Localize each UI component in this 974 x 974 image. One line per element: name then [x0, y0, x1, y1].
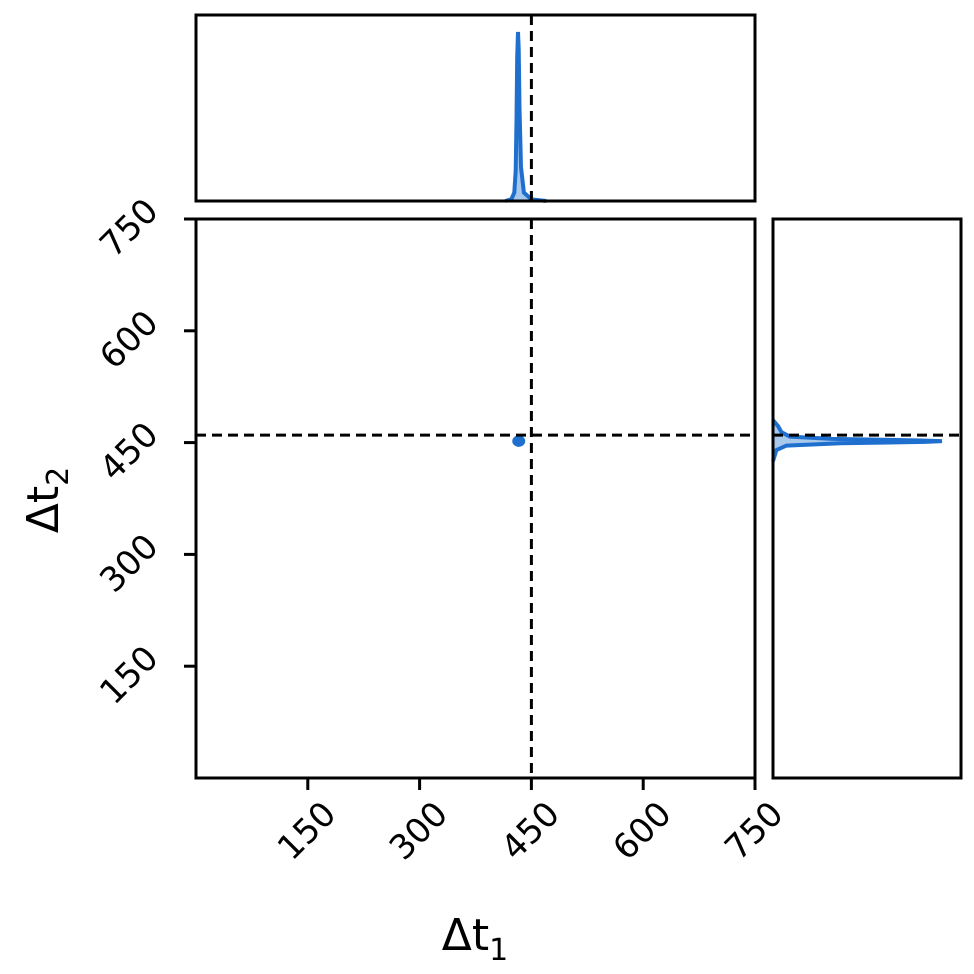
joint-contour [512, 435, 526, 447]
y-axis-ticks: 150 300 450 600 750 [92, 191, 196, 712]
marginal-dt1-fill [505, 32, 547, 201]
x-axis-label-variable: Δt [442, 910, 489, 961]
x-tick-label: 750 [717, 794, 791, 868]
marginal-dt2-frame [771, 217, 963, 780]
y-tick-label: 150 [92, 638, 166, 712]
y-axis-label-variable: Δt [18, 486, 69, 533]
x-axis-label: Δt1 [442, 910, 508, 968]
y-tick-label: 600 [92, 303, 166, 377]
y-tick-label: 450 [92, 415, 166, 489]
x-tick-label: 450 [494, 794, 568, 868]
x-axis-ticks: 150 300 450 600 750 [270, 778, 791, 868]
joint-frame [194, 217, 757, 780]
marginal-dt1-frame [194, 13, 757, 203]
x-axis-label-subscript: 1 [489, 933, 508, 968]
x-tick-label: 150 [270, 794, 344, 868]
x-tick-label: 600 [605, 794, 679, 868]
marginal-dt2-curve [771, 418, 943, 462]
joint-contour-core [515, 438, 522, 445]
y-tick-label: 300 [92, 526, 166, 600]
x-tick-label: 300 [382, 794, 456, 868]
y-axis-label: Δt2 [18, 467, 76, 533]
marginal-dt1-curve [504, 31, 547, 203]
marginal-dt1-panel [194, 13, 757, 203]
y-tick-label: 750 [92, 191, 166, 265]
joint-panel: 150 300 450 600 750 150 300 450 600 750 [92, 191, 791, 868]
y-axis-label-subscript: 2 [41, 467, 76, 486]
marginal-dt2-panel [771, 217, 963, 780]
